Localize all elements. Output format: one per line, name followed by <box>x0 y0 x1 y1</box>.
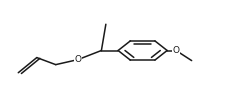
Text: O: O <box>74 55 81 64</box>
Text: O: O <box>172 46 179 55</box>
